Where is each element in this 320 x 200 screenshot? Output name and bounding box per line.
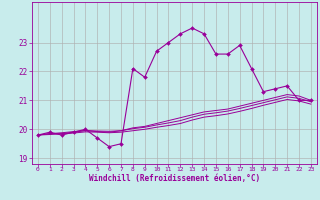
X-axis label: Windchill (Refroidissement éolien,°C): Windchill (Refroidissement éolien,°C)	[89, 174, 260, 183]
